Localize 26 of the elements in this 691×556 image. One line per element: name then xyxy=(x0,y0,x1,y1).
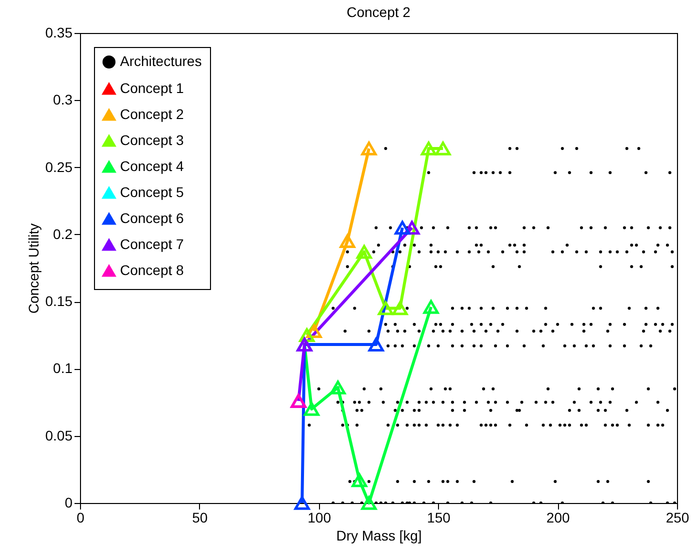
y-axis-title: Concept Utility xyxy=(25,223,42,314)
x-tick-label: 250 xyxy=(666,510,690,526)
x-tick-label: 200 xyxy=(546,510,570,526)
legend-label: Concept 7 xyxy=(120,236,184,252)
legend-label: Concept 6 xyxy=(120,210,184,226)
chart-title: Concept 2 xyxy=(346,4,411,20)
y-tick-label: 0.3 xyxy=(53,92,73,108)
y-tick-label: 0.25 xyxy=(45,158,73,175)
x-axis-title: Dry Mass [kg] xyxy=(336,528,422,544)
x-tick-label: 100 xyxy=(308,510,332,526)
legend-label: Architectures xyxy=(120,53,202,69)
x-tick-label: 150 xyxy=(427,510,451,526)
y-tick-label: 0.2 xyxy=(53,226,73,242)
legend-label: Concept 2 xyxy=(120,106,184,122)
y-tick-label: 0.1 xyxy=(53,360,73,376)
legend-label: Concept 1 xyxy=(120,80,184,96)
x-tick-label: 50 xyxy=(192,510,208,526)
y-tick-label: 0 xyxy=(64,494,73,510)
y-tick-label: 0.15 xyxy=(45,293,73,310)
x-tick-label: 0 xyxy=(76,510,85,526)
legend-label: Concept 5 xyxy=(120,184,184,200)
legend-label: Concept 4 xyxy=(120,158,184,174)
legend-label: Concept 8 xyxy=(120,262,184,278)
legend-label: Concept 3 xyxy=(120,132,184,148)
y-tick-label: 0.35 xyxy=(45,24,73,40)
y-tick-label: 0.05 xyxy=(45,427,73,444)
